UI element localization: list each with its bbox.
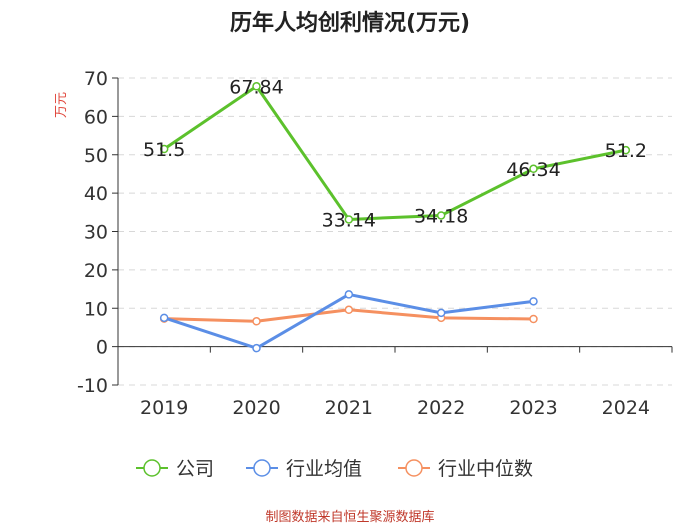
y-tick-label: 30	[84, 222, 108, 244]
legend-label: 行业均值	[286, 458, 362, 480]
series-group	[159, 82, 631, 353]
data-label: 51.2	[605, 140, 647, 162]
data-point[interactable]	[159, 144, 169, 154]
y-tick-label: 10	[84, 298, 108, 320]
series-line-0	[163, 84, 627, 221]
legend-marker	[405, 459, 423, 477]
legend-label: 公司	[176, 458, 214, 480]
x-tick-label: 2020	[232, 397, 280, 419]
y-tick-label: -10	[77, 375, 108, 397]
source-note: 制图数据来自恒生聚源数据库	[265, 509, 434, 525]
chart-title: 历年人均创利情况(万元)	[230, 10, 470, 36]
legend-marker	[143, 459, 161, 477]
x-tick-label: 2021	[325, 397, 373, 419]
y-tick-label: 60	[84, 106, 108, 128]
data-label: 51.5	[143, 139, 185, 161]
y-tick-label: 70	[84, 68, 108, 90]
legend[interactable]: 公司 行业均值 行业中位数	[136, 458, 533, 480]
data-point[interactable]	[252, 343, 261, 353]
data-point[interactable]	[344, 305, 354, 315]
data-point[interactable]	[529, 164, 538, 174]
data-point[interactable]	[436, 211, 446, 220]
x-tick-label: 2023	[509, 397, 557, 419]
data-label: 46.34	[506, 159, 560, 181]
y-tick-label: 0	[96, 337, 108, 359]
legend-label: 行业中位数	[438, 458, 533, 480]
data-point[interactable]	[621, 145, 631, 155]
legend-marker	[253, 459, 271, 477]
x-tick-label: 2022	[417, 397, 465, 419]
x-tick-label: 2024	[602, 397, 650, 419]
legend-item-0[interactable]: 公司	[136, 458, 214, 480]
data-label: 34.18	[414, 205, 468, 227]
data-point[interactable]	[436, 308, 446, 318]
y-tick-label: 40	[84, 183, 108, 205]
data-point[interactable]	[344, 215, 354, 224]
data-label: 67.84	[229, 76, 283, 98]
data-point[interactable]	[344, 290, 354, 299]
y-axis-label: 万元	[54, 92, 69, 118]
data-label: 33.14	[322, 209, 376, 231]
legend-item-1[interactable]: 行业均值	[246, 458, 362, 480]
data-point[interactable]	[252, 82, 261, 91]
axes: -10 0 10 20 30 40 50 60 70 2019 2020 2021 2022 2023 20…	[77, 68, 673, 419]
data-point[interactable]	[252, 317, 261, 326]
data-point[interactable]	[529, 314, 538, 324]
legend-item-2[interactable]: 行业中位数	[398, 458, 533, 480]
data-labels: 51.5 67.84 33.14 34.18 46.34 51.2	[143, 76, 647, 231]
x-tick-label: 2019	[140, 397, 188, 419]
data-point[interactable]	[159, 313, 169, 323]
y-tick-label: 20	[84, 260, 108, 282]
data-point[interactable]	[529, 297, 538, 306]
y-tick-label: 50	[84, 145, 108, 167]
